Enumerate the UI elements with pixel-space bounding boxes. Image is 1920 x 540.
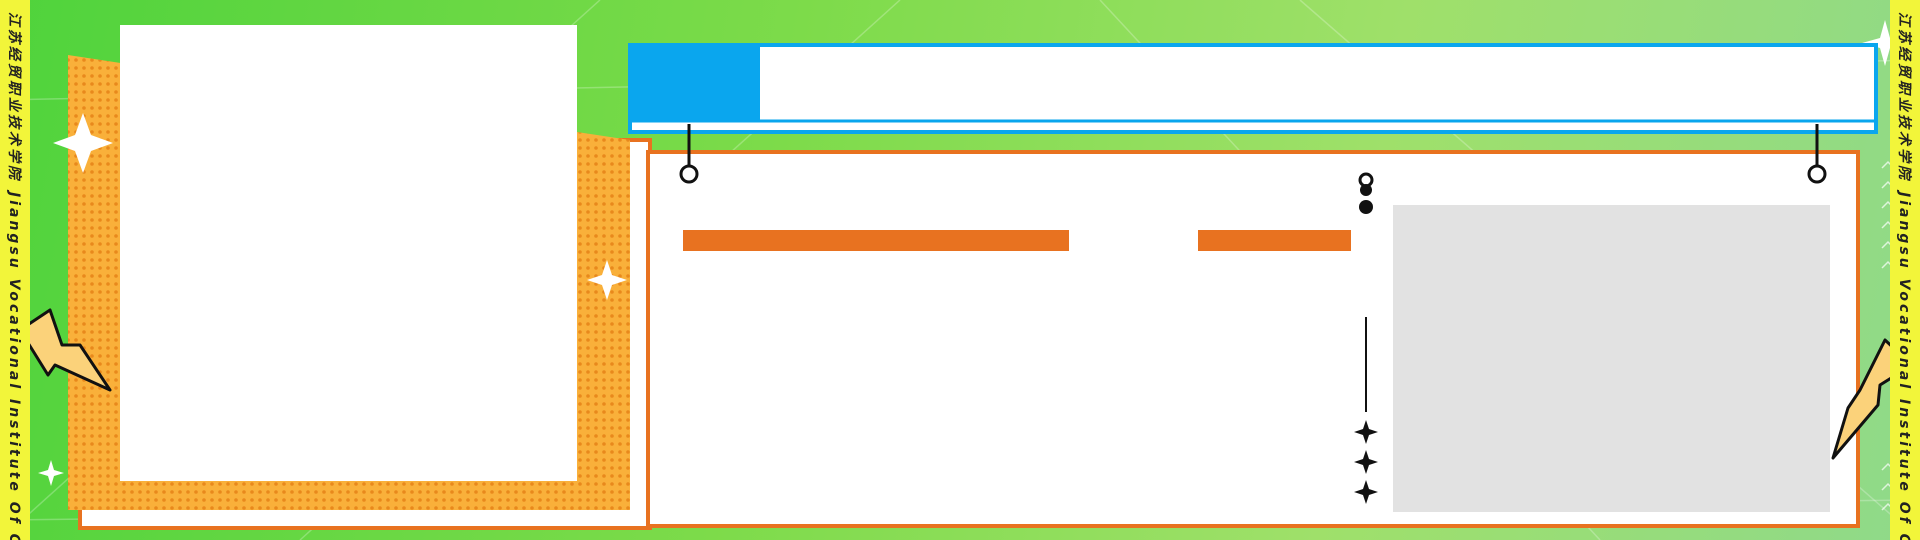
school-name-cn: 江苏经贸职业技术学院 <box>1896 12 1912 182</box>
side-strip: 江苏经贸职业技术学院 Jiangsu Vocational Institute … <box>1890 0 1920 540</box>
school-name: 江苏经贸职业技术学院 Jiangsu Vocational Institute … <box>5 0 25 540</box>
school-name: 江苏经贸职业技术学院 Jiangsu Vocational Institute … <box>1895 0 1915 540</box>
side-strip: 江苏经贸职业技术学院 Jiangsu Vocational Institute … <box>0 0 30 540</box>
school-name-en: Jiangsu Vocational Institute Of Commerce <box>6 192 22 540</box>
school-name-cn: 江苏经贸职业技术学院 <box>6 12 22 182</box>
school-name-en: Jiangsu Vocational Institute Of Commerce <box>1896 192 1912 540</box>
